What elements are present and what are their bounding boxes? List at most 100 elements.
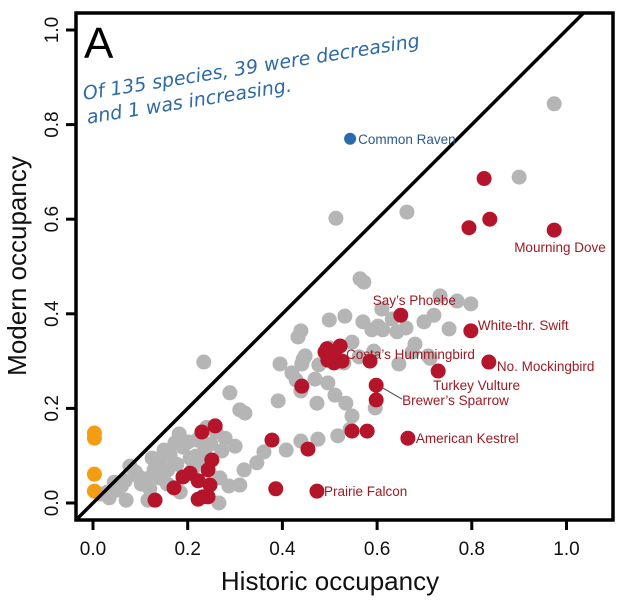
point-label: Costa’s Hummingbird <box>346 347 475 362</box>
data-point-unchanged <box>449 293 465 309</box>
y-axis: 0.0 0.2 0.4 0.6 0.8 1.0 <box>42 17 76 516</box>
data-point-decreasing <box>463 323 479 339</box>
y-tick-label: 0.4 <box>42 300 63 327</box>
data-point-unchanged <box>227 438 243 454</box>
data-point-unchanged <box>344 408 360 424</box>
data-point-unchanged <box>338 395 354 411</box>
data-point-unchanged <box>310 431 326 447</box>
data-point-decreasing <box>194 424 210 440</box>
x-tick-label: 0.0 <box>80 539 106 560</box>
data-point-unchanged <box>355 314 371 330</box>
data-point-decreasing <box>147 492 163 508</box>
data-point-unchanged <box>399 204 415 220</box>
data-point-unchanged <box>118 492 134 508</box>
data-point-unchanged <box>321 312 337 328</box>
data-point-decreasing <box>190 473 206 489</box>
data-point-decreasing <box>344 423 360 439</box>
data-point-decreasing <box>175 469 191 485</box>
data-point-decreasing <box>546 222 562 238</box>
point-label: Say’s Phoebe <box>373 293 456 308</box>
data-point-decreasing <box>482 211 498 227</box>
data-point-unchanged <box>432 288 448 304</box>
data-point-unchanged <box>441 321 457 337</box>
data-point-unchanged <box>420 348 436 364</box>
x-tick-label: 0.4 <box>269 539 296 560</box>
data-point-unchanged <box>196 354 212 370</box>
y-tick-label: 0.0 <box>42 490 63 516</box>
data-point-unchanged <box>356 274 372 290</box>
data-point-historically-absent <box>86 430 102 446</box>
data-point-unchanged <box>232 477 248 493</box>
data-point-unchanged <box>221 478 237 494</box>
data-point-unchanged <box>144 450 160 466</box>
data-point-decreasing <box>320 352 336 368</box>
data-point-decreasing <box>393 307 409 323</box>
data-point-decreasing <box>476 171 492 187</box>
y-tick-label: 0.8 <box>42 111 63 137</box>
data-point-unchanged <box>290 329 306 345</box>
data-point-unchanged <box>328 210 344 226</box>
data-point-unchanged <box>169 456 185 472</box>
y-axis-title: Modern occupancy <box>2 156 32 376</box>
data-point-decreasing <box>400 430 416 446</box>
data-point-unchanged <box>270 393 286 409</box>
data-point-unchanged <box>237 405 253 421</box>
point-label: No. Mockingbird <box>497 359 595 374</box>
data-point-historically-absent <box>86 466 102 482</box>
data-point-unchanged <box>309 395 325 411</box>
data-point-unchanged <box>374 301 390 317</box>
y-tick-label: 0.2 <box>42 395 63 421</box>
point-label: Prairie Falcon <box>324 484 407 499</box>
data-point-decreasing <box>264 432 280 448</box>
x-tick-label: 0.8 <box>459 539 485 560</box>
point-label: American Kestrel <box>416 431 519 446</box>
x-axis: 0.0 0.2 0.4 0.6 0.8 1.0 <box>80 520 580 560</box>
point-label: Turkey Vulture <box>433 378 520 393</box>
data-point-decreasing <box>294 378 310 394</box>
point-labels-layer: Common Raven Mourning Dove Say’s Phoebe Whi… <box>324 132 606 499</box>
data-point-decreasing <box>166 480 182 496</box>
data-point-decreasing <box>309 483 325 499</box>
data-point-decreasing <box>207 418 223 434</box>
data-point-unchanged <box>236 462 252 478</box>
data-point-unchanged <box>375 322 391 338</box>
data-point-unchanged <box>407 336 423 352</box>
data-point-decreasing <box>204 452 220 468</box>
y-tick-label: 0.6 <box>42 206 63 232</box>
data-point-decreasing <box>430 363 446 379</box>
data-point-unchanged <box>391 356 407 372</box>
data-point-unchanged <box>133 476 149 492</box>
data-point-unchanged <box>511 169 527 185</box>
data-point-unchanged <box>426 307 442 323</box>
data-point-decreasing <box>481 354 497 370</box>
data-point-unchanged <box>214 443 230 459</box>
data-point-unchanged <box>463 296 479 312</box>
data-point-unchanged <box>327 387 343 403</box>
data-point-unchanged <box>330 428 346 444</box>
data-point-unchanged <box>156 442 172 458</box>
data-point-unchanged <box>307 371 323 387</box>
data-point-historically-absent <box>86 483 102 499</box>
data-point-decreasing <box>200 489 216 505</box>
data-point-decreasing <box>362 353 378 369</box>
point-label: Mourning Dove <box>514 240 606 255</box>
data-point-decreasing <box>300 441 316 457</box>
data-point-unchanged <box>222 385 238 401</box>
data-point-unchanged <box>546 96 562 112</box>
data-point-unchanged <box>256 444 272 460</box>
data-point-unchanged <box>320 375 336 391</box>
plot-frame <box>74 11 615 522</box>
data-point-unchanged <box>175 439 191 455</box>
data-point-unchanged <box>182 450 198 466</box>
x-axis-title: Historic occupancy <box>221 566 439 596</box>
data-point-decreasing <box>368 377 384 393</box>
point-label: White-thr. Swift <box>478 318 569 333</box>
data-point-decreasing <box>268 481 284 497</box>
data-point-decreasing <box>202 477 218 493</box>
point-label: Brewer’s Sparrow <box>402 393 509 408</box>
label-leader-line <box>382 387 403 400</box>
x-tick-label: 1.0 <box>553 539 579 560</box>
data-point-decreasing <box>359 423 375 439</box>
data-point-unchanged <box>344 334 360 350</box>
